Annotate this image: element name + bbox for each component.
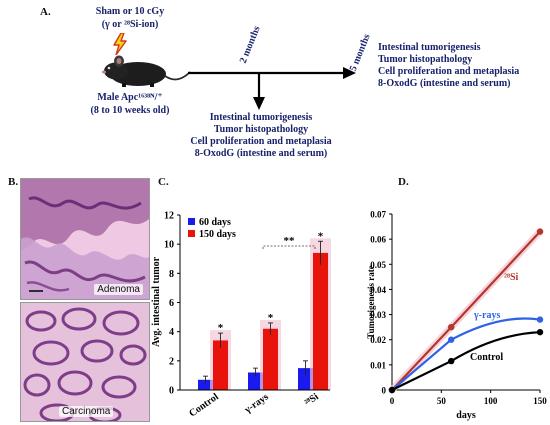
endpoint-item: Intestinal tumorigenesis	[209, 112, 313, 123]
y-tick-label: 10	[164, 240, 174, 251]
y-tick-label: 0.01	[370, 360, 386, 370]
data-point	[388, 386, 396, 394]
x-tick-label: 150	[533, 396, 547, 406]
endpoint-item: 8-OxodG (intestine and serum)	[378, 78, 511, 89]
legend-swatch-150-days	[188, 230, 195, 237]
endpoint-item: Cell proliferation and metaplasia	[190, 136, 332, 147]
significance-star: *	[268, 312, 274, 324]
significance-bracket	[262, 245, 316, 249]
y-tick-label: 4	[169, 327, 174, 338]
panel-c-letter: C.	[158, 176, 169, 188]
bar	[248, 372, 263, 390]
y-tick-label: 6	[169, 298, 174, 309]
timeline-arrows	[188, 67, 356, 110]
panel-c-y-axis-label: Avg. intestinal tumor	[151, 256, 162, 347]
endpoint-item: Tumor histopathology	[378, 54, 473, 65]
y-tick-label: 0	[169, 386, 174, 397]
series-label-control: Control	[470, 352, 503, 363]
y-tick-label: 2	[169, 356, 174, 367]
data-point	[448, 323, 455, 331]
x-tick-label: 50	[437, 396, 447, 406]
adenoma-label: Adenoma	[94, 284, 143, 295]
bar	[198, 379, 213, 390]
carcinoma-label: Carcinoma	[59, 406, 114, 417]
endpoints-5-months: Intestinal tumorigenesis Tumor histopath…	[378, 42, 519, 90]
carcinoma-image: Carcinoma	[20, 302, 150, 422]
dose-label: Sham or 10 cGy	[95, 6, 165, 17]
bar	[263, 328, 278, 390]
y-tick-label: 0.06	[370, 235, 386, 245]
carcinoma-tissue-graphic	[21, 303, 149, 421]
panel-b-letter: B.	[8, 176, 19, 188]
panel-d-letter: D.	[398, 176, 409, 188]
bar	[313, 252, 328, 390]
mouse-strain-label: Male Apc¹⁶³⁸ᴺ/⁺	[97, 92, 163, 103]
lightning-icon	[113, 33, 127, 55]
data-point	[536, 328, 544, 336]
endpoint-item: 8-OxodG (intestine and serum)	[194, 148, 328, 159]
significance-star: *	[318, 230, 324, 242]
mouse-age-label: (8 to 10 weeks old)	[90, 105, 170, 116]
endpoints-2-months: Intestinal tumorigenesis Tumor histopath…	[176, 112, 346, 160]
series-label-gamma: γ-rays	[473, 310, 500, 321]
legend-label-60-days: 60 days	[199, 217, 231, 228]
adenoma-tissue-graphic	[21, 179, 149, 299]
y-tick-label: 8	[169, 269, 174, 280]
significance-marker: **	[284, 235, 296, 247]
adenoma-image: Adenoma	[20, 178, 150, 300]
endpoint-item: Intestinal tumorigenesis	[378, 42, 481, 53]
panel-d-x-axis-label: days	[456, 410, 476, 421]
y-tick-label: 0.02	[370, 335, 386, 345]
data-point	[536, 228, 544, 235]
x-category-label: ²⁸Si	[303, 391, 321, 408]
x-tick-label: 0	[390, 396, 395, 406]
x-category-label: Control	[187, 391, 221, 419]
y-tick-label: 0.05	[370, 260, 386, 270]
data-point	[448, 336, 455, 343]
bar	[298, 368, 313, 390]
mouse-icon	[102, 55, 191, 87]
significance-star: *	[218, 322, 224, 334]
endpoint-item: Tumor histopathology	[213, 124, 309, 135]
series-label-si: ²⁸Si	[504, 272, 519, 283]
y-tick-label: 0.03	[370, 310, 386, 320]
x-tick-label: 100	[484, 396, 498, 406]
legend-label-150-days: 150 days	[199, 229, 236, 240]
data-point	[536, 316, 544, 323]
y-tick-label: 0	[382, 386, 387, 396]
legend-swatch-60-days	[188, 218, 195, 225]
y-tick-label: 0.07	[370, 210, 386, 220]
series-line	[391, 230, 541, 391]
x-category-label: γ-rays	[242, 391, 271, 416]
panel-a-letter: A.	[40, 6, 51, 18]
tumorigenesis-rate-line-chart: 00.010.020.030.040.050.060.07 0 50 100 150 …	[366, 210, 547, 422]
bar	[213, 340, 228, 390]
radiation-label: (γ or ²⁸Si-ion)	[101, 19, 159, 30]
data-point	[448, 357, 455, 365]
y-tick-label: 12	[164, 211, 174, 222]
panel-d-y-axis-label: Tumorigenesis rate	[366, 265, 376, 338]
y-tick-label: 0.04	[370, 285, 386, 295]
endpoint-item: Cell proliferation and metaplasia	[378, 66, 520, 77]
series-line	[391, 331, 541, 391]
